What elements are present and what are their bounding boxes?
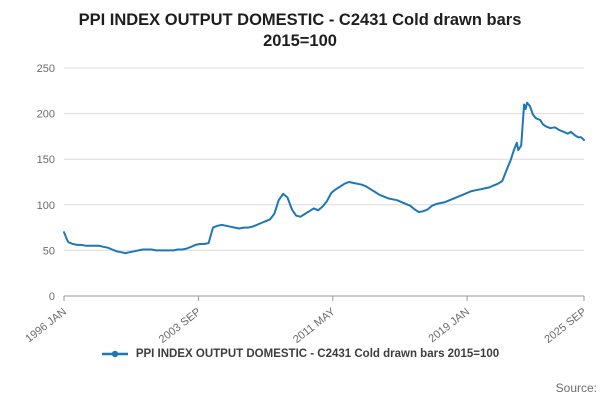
y-tick-label: 100 xyxy=(37,200,55,212)
x-tick-label: 2003 SEP xyxy=(157,306,203,346)
legend-marker-icon xyxy=(101,351,128,358)
y-tick-label: 200 xyxy=(37,109,55,121)
x-tick-label: 1996 JAN xyxy=(23,306,68,345)
legend-label: PPI INDEX OUTPUT DOMESTIC - C2431 Cold d… xyxy=(135,348,500,361)
y-tick-label: 150 xyxy=(37,154,55,166)
chart-title-line2: 2015=100 xyxy=(263,32,337,51)
chart-title: PPI INDEX OUTPUT DOMESTIC - C2431 Cold d… xyxy=(10,10,590,52)
x-tick-label: 2011 MAY xyxy=(291,306,338,346)
y-tick-label: 50 xyxy=(43,246,55,258)
series-line xyxy=(63,101,585,255)
x-tick-label: 2019 JAN xyxy=(426,306,471,345)
x-tick-label: 2025 SEP xyxy=(542,306,588,346)
legend: PPI INDEX OUTPUT DOMESTIC - C2431 Cold d… xyxy=(0,348,600,360)
y-tick-label: 250 xyxy=(37,63,55,75)
source-label: Source: xyxy=(555,381,597,395)
line-chart: 0 50 100 150 200 250 1996 JAN 2003 SEP 2011 MAY 2… xyxy=(23,63,588,346)
legend-dot-icon xyxy=(111,351,119,358)
y-tick-label: 0 xyxy=(49,291,55,303)
chart-title-line1: PPI INDEX OUTPUT DOMESTIC - C2431 Cold d… xyxy=(78,11,522,29)
